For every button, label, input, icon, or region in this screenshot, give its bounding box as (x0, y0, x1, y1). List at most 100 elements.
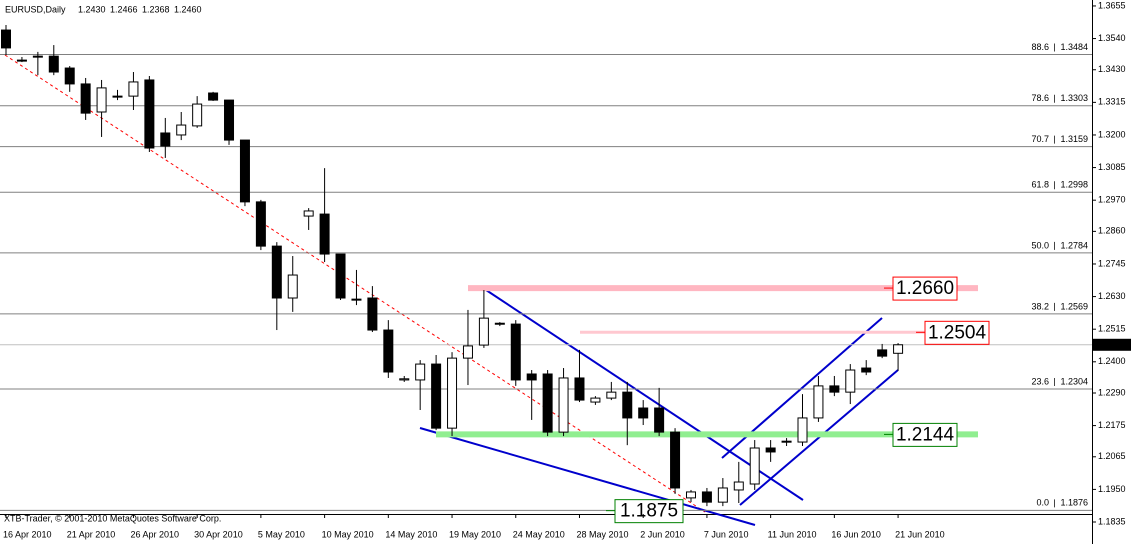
y-tick-label: 1.1835 (1098, 516, 1126, 526)
candle-body (16, 59, 27, 62)
fib-ratio: 38.2 (1031, 301, 1049, 311)
fib-value: 1.2569 (1060, 301, 1088, 311)
candle-body (208, 92, 219, 101)
candle-body (797, 417, 808, 443)
candle-body (558, 377, 569, 433)
candle-body (144, 79, 155, 149)
x-tick-label: 28 May 2010 (576, 529, 628, 539)
candle-body (877, 349, 888, 357)
y-tick-label: 1.2065 (1098, 451, 1126, 461)
candle-body (462, 345, 473, 359)
copyright: XTB-Trader, © 2001-2010 MetaQuotes Softw… (4, 513, 221, 523)
y-tick-label: 1.2515 (1098, 324, 1126, 334)
trend-line (419, 427, 756, 526)
candle-body (192, 103, 203, 127)
candle-body (32, 55, 43, 58)
candle-body (128, 81, 139, 97)
y-tick-label: 1.2970 (1098, 195, 1126, 205)
candle-body (447, 357, 458, 429)
candle-body (287, 274, 298, 299)
candle-body (367, 297, 378, 331)
header-title: EURUSD,Daily (5, 4, 66, 14)
candle-body (176, 124, 187, 136)
candle-body (303, 210, 314, 217)
x-tick-label: 21 Apr 2010 (67, 529, 116, 539)
candle-body (893, 344, 904, 354)
candle-body (606, 391, 617, 399)
candle-body (733, 481, 744, 491)
candle-body (224, 99, 235, 141)
candle-body (829, 385, 840, 393)
candle-body (574, 377, 585, 401)
x-tick-label: 14 May 2010 (385, 529, 437, 539)
candle-body (351, 298, 362, 301)
candle-body (383, 329, 394, 373)
y-tick-label: 1.1950 (1098, 484, 1126, 494)
candle-body (415, 363, 426, 381)
candle-body (239, 139, 250, 203)
candle-body (478, 317, 489, 346)
fib-ratio: 61.8 (1031, 180, 1049, 190)
candle-body (590, 397, 601, 403)
level-label: 1.2504 (928, 322, 987, 343)
x-tick-label: 24 May 2010 (513, 529, 565, 539)
price-tag-label: 1.2460 (1097, 339, 1125, 349)
y-tick-label: 1.2290 (1098, 387, 1126, 397)
candle-body (638, 407, 649, 419)
x-tick-label: 2 Jun 2010 (640, 529, 685, 539)
candle-body (654, 407, 665, 433)
candle-body (845, 369, 856, 393)
header-value: 1.2466 (110, 4, 138, 14)
y-tick-label: 1.2745 (1098, 258, 1126, 268)
candle-body (335, 253, 346, 299)
x-tick-label: 16 Apr 2010 (3, 529, 52, 539)
level-box (892, 276, 958, 301)
fib-value: 1.3484 (1060, 42, 1088, 52)
fib-ratio: 0.0 (1036, 498, 1049, 508)
x-tick-label: 5 May 2010 (258, 529, 305, 539)
candle-body (64, 67, 75, 85)
level-label: 1.1875 (620, 501, 678, 522)
level-box (892, 422, 958, 447)
candle-body (319, 213, 330, 255)
y-tick-label: 1.2860 (1098, 226, 1126, 236)
fib-ratio: 23.6 (1031, 376, 1049, 386)
fib-ratio: 88.6 (1031, 42, 1049, 52)
y-tick-label: 1.2175 (1098, 420, 1126, 430)
candle-body (781, 440, 792, 443)
candle-body (399, 378, 410, 381)
fib-value: 1.2304 (1060, 376, 1088, 386)
candle-body (685, 491, 696, 499)
x-tick-label: 16 Jun 2010 (831, 529, 881, 539)
candle-body (765, 447, 776, 453)
fib-value: 1.2784 (1060, 240, 1088, 250)
y-tick-label: 1.3315 (1098, 97, 1126, 107)
fib-ratio: 78.6 (1031, 93, 1049, 103)
candle-body (255, 201, 266, 247)
header-value: 1.2430 (78, 4, 106, 14)
y-tick-label: 1.3085 (1098, 162, 1126, 172)
level-box (614, 499, 684, 524)
candle-body (510, 323, 521, 381)
y-tick-label: 1.2630 (1098, 291, 1126, 301)
level-box (924, 320, 990, 345)
candle-body (48, 55, 59, 73)
trend-line (739, 369, 899, 506)
x-tick-label: 19 May 2010 (449, 529, 501, 539)
x-tick-label: 11 Jun 2010 (768, 529, 817, 539)
candle-body (717, 487, 728, 503)
x-tick-label: 10 May 2010 (322, 529, 374, 539)
price-tag (1093, 338, 1131, 351)
fib-value: 1.1876 (1060, 498, 1088, 508)
header-value: 1.2368 (142, 4, 170, 14)
candle-body (622, 391, 633, 419)
candle-body (701, 491, 712, 503)
fib-ratio: 70.7 (1031, 134, 1049, 144)
candle-body (80, 83, 91, 114)
candle-body (813, 385, 824, 419)
candle-body (1, 29, 11, 49)
candle-body (96, 87, 107, 113)
y-tick-label: 1.3200 (1098, 129, 1126, 139)
level-label: 1.2660 (896, 278, 954, 299)
